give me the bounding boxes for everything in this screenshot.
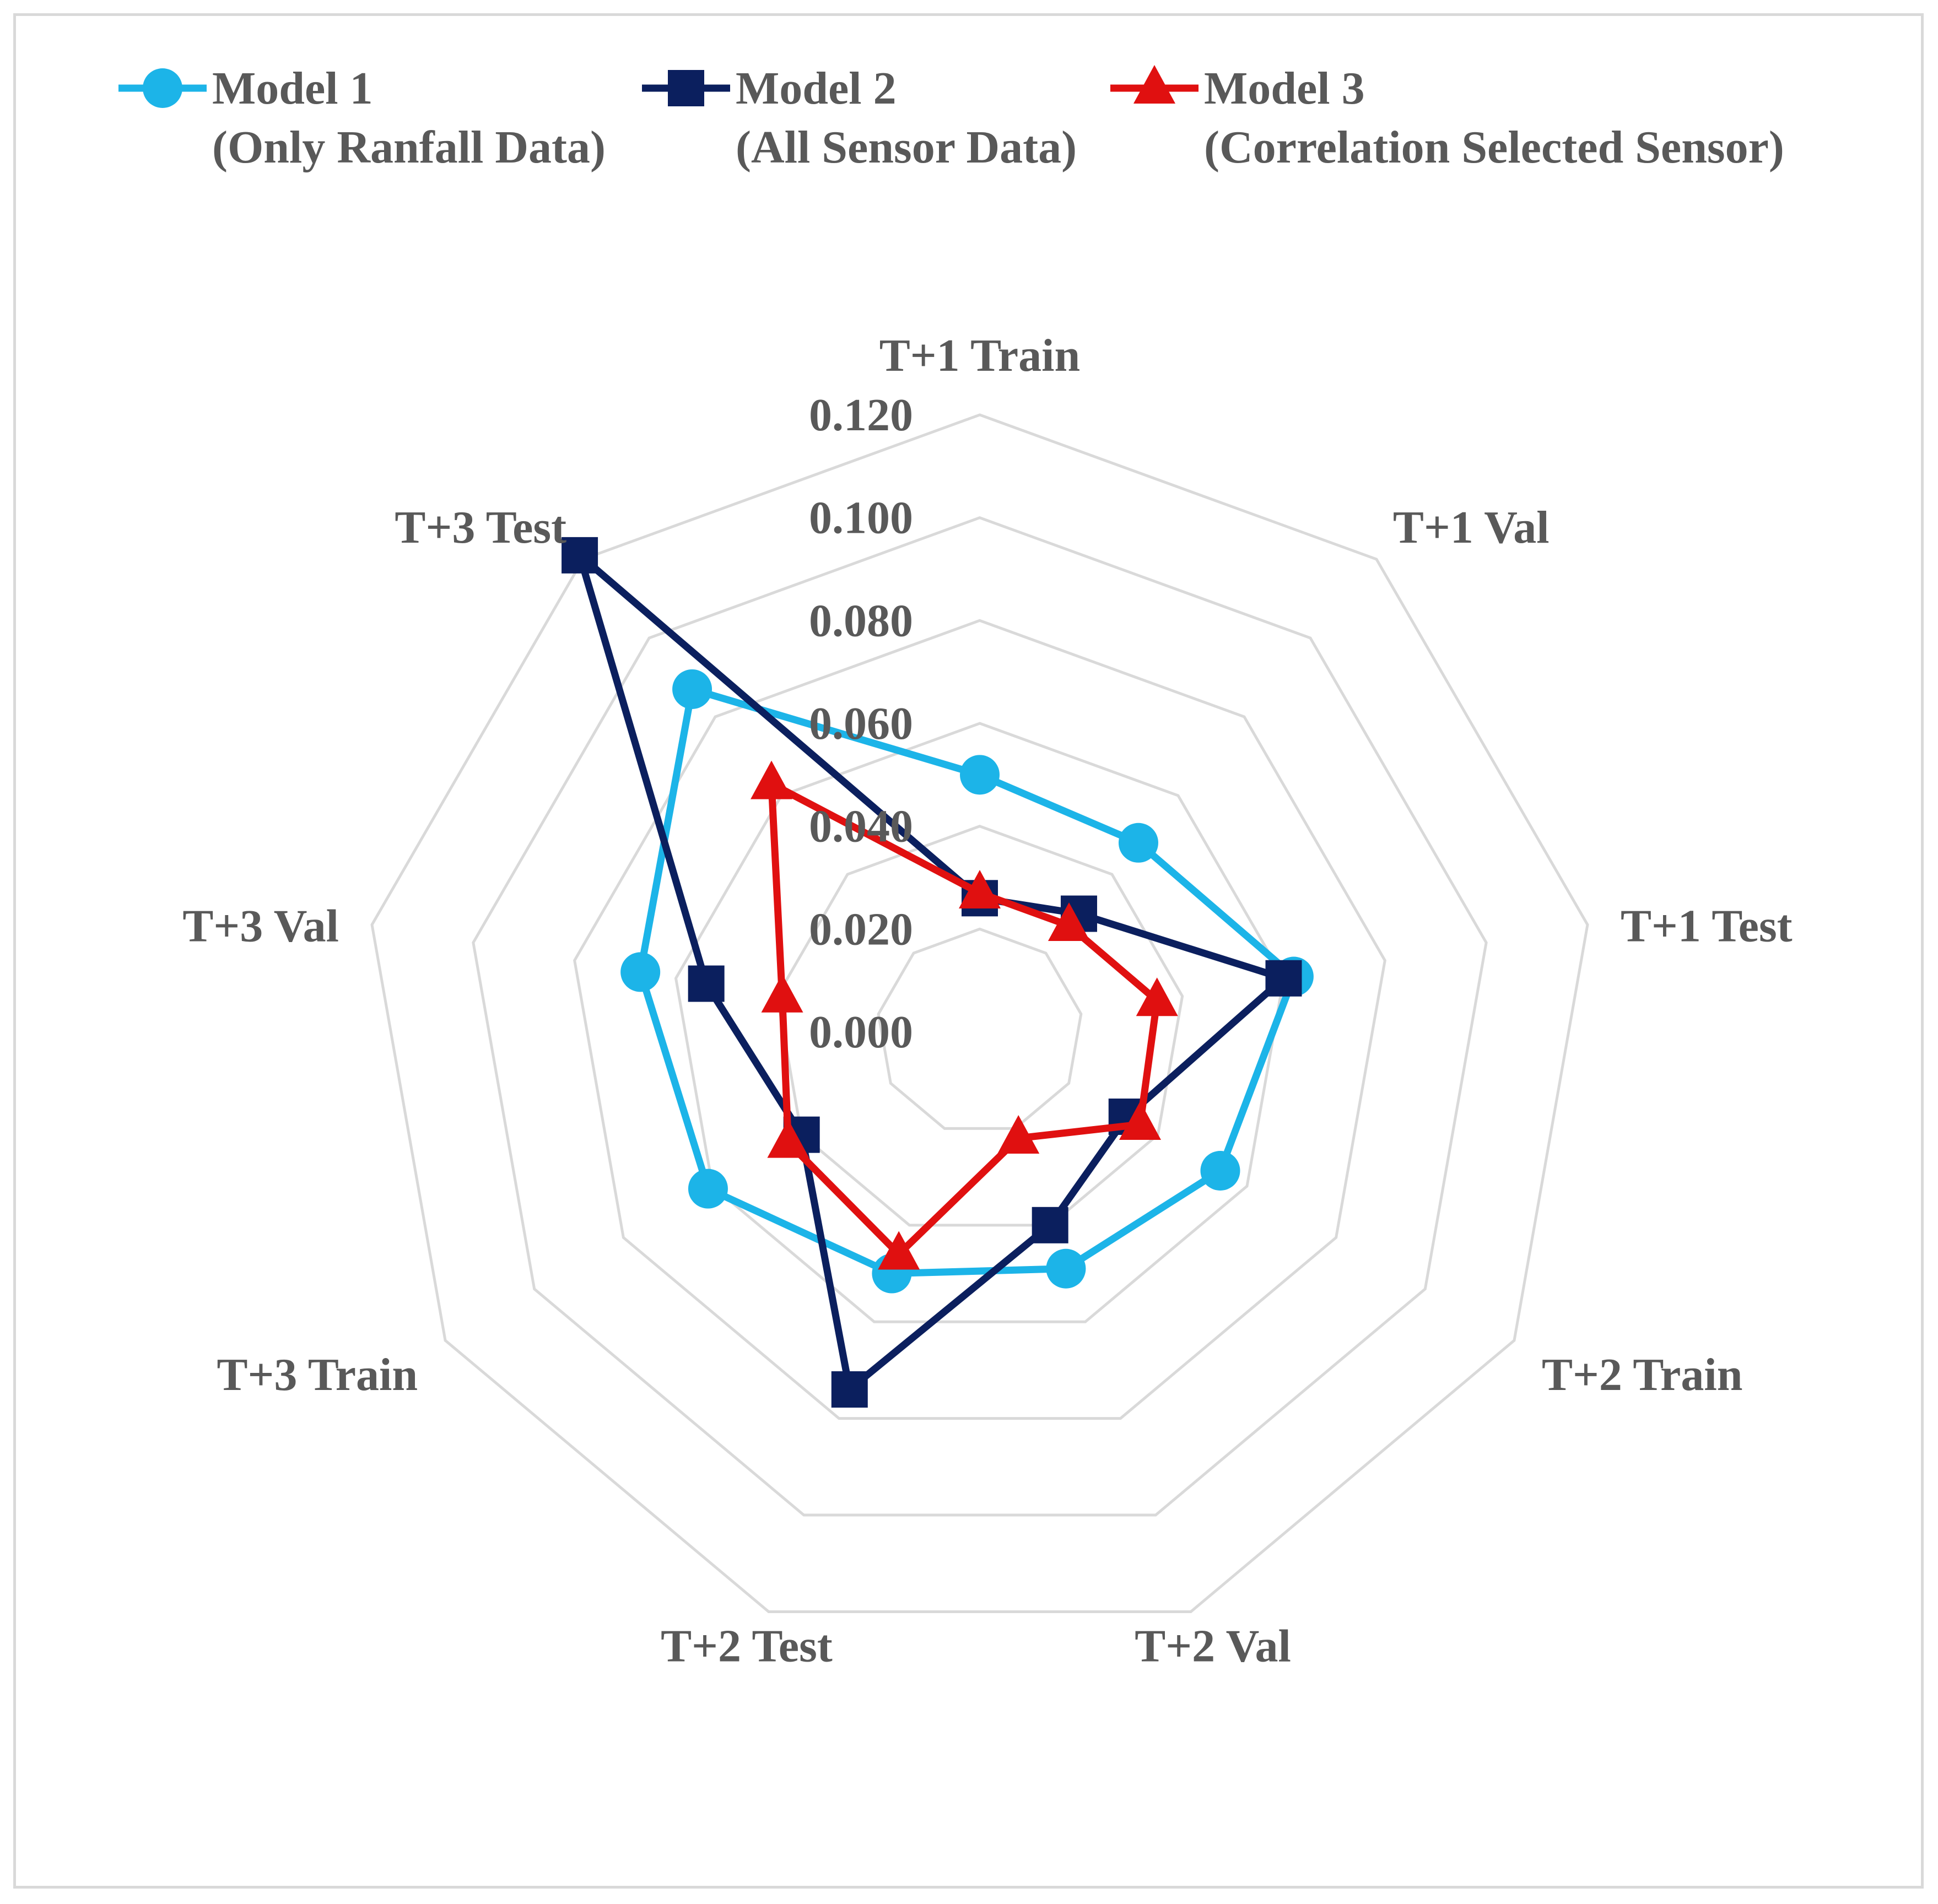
series-line-2	[576, 551, 1287, 1393]
series-3-point-5	[997, 1115, 1040, 1154]
axis-label-2: T+1 Val	[1393, 502, 1550, 553]
series-1-point-7	[688, 1169, 728, 1209]
axis-label-1: T+1 Train	[879, 330, 1081, 381]
legend-marker-1	[143, 68, 182, 108]
legend-item-2: Model 2 (All Sensor Data)	[642, 63, 1077, 173]
series-3-point-2	[1048, 902, 1090, 941]
series-line-1	[636, 685, 1298, 1278]
axis-label-5: T+2 Val	[1135, 1620, 1291, 1672]
series-2-point-6	[831, 1371, 868, 1408]
tick-label-5: 0.080	[809, 595, 913, 646]
grid-ring	[877, 927, 1083, 1130]
series-3-point-3	[1136, 977, 1178, 1016]
axis-label-9: T+3 Test	[395, 502, 566, 553]
legend-label-1: Model 1	[212, 63, 373, 114]
series-3-point-8	[761, 973, 803, 1013]
series-2-point-5	[1032, 1207, 1068, 1243]
axis-labels: T+1 Train T+1 Val T+1 Test T+2 Train T+2 Val…	[182, 330, 1792, 1672]
series-3-point-7	[767, 1119, 809, 1158]
series-1	[620, 669, 1314, 1294]
series-2-point-9	[562, 537, 598, 574]
grid	[370, 413, 1589, 1613]
axis-label-3: T+1 Test	[1621, 901, 1793, 952]
series-2-point-8	[688, 965, 725, 1002]
legend-sublabel-3: (Correlation Selected Sensor)	[1204, 122, 1784, 173]
series-2-point-3	[1265, 960, 1302, 997]
tick-label-3: 0.040	[809, 801, 913, 852]
grid-ring	[674, 722, 1286, 1323]
legend-item-1: Model 1 (Only Ranfall Data)	[118, 63, 606, 173]
grid-ring	[370, 413, 1589, 1613]
series-3-point-1	[959, 870, 1001, 908]
tick-label-2: 0.020	[809, 904, 913, 955]
series-1-point-4	[1200, 1151, 1240, 1191]
series-line-3	[768, 780, 1161, 1258]
legend-sublabel-1: (Only Ranfall Data)	[212, 122, 606, 173]
series-1-point-9	[672, 669, 712, 709]
series-3	[751, 760, 1178, 1270]
series-1-point-5	[1046, 1248, 1086, 1289]
tick-label-6: 0.100	[809, 493, 913, 544]
grid-ring	[472, 516, 1488, 1517]
legend-marker-3	[1133, 65, 1175, 104]
series-1-point-1	[960, 755, 1000, 795]
series-layer	[562, 537, 1314, 1408]
series-3-point-9	[751, 760, 793, 799]
series-1-point-2	[1118, 823, 1158, 863]
axis-label-8: T+3 Val	[182, 901, 339, 952]
legend-marker-2	[668, 70, 704, 106]
tick-label-1: 0.000	[809, 1007, 913, 1058]
legend-item-3: Model 3 (Correlation Selected Sensor)	[1110, 63, 1784, 173]
legend: Model 1 (Only Ranfall Data) Model 2 (All Se…	[118, 63, 1784, 173]
grid-ring	[573, 619, 1386, 1420]
axis-label-7: T+3 Train	[217, 1349, 418, 1400]
legend-sublabel-2: (All Sensor Data)	[736, 122, 1077, 173]
axis-label-6: T+2 Test	[661, 1620, 833, 1672]
axis-label-4: T+2 Train	[1542, 1349, 1743, 1400]
legend-label-2: Model 2	[736, 63, 897, 114]
chart-frame	[13, 13, 1924, 1889]
tick-label-4: 0.060	[809, 698, 913, 749]
legend-label-3: Model 3	[1204, 63, 1365, 114]
series-1-point-8	[620, 952, 661, 992]
series-3-point-4	[1119, 1101, 1161, 1140]
series-3-point-6	[878, 1231, 920, 1270]
tick-label-7: 0.120	[809, 390, 913, 441]
tick-labels: 0.000 0.020 0.040 0.060 0.080 0.100 0.120	[809, 390, 913, 1058]
